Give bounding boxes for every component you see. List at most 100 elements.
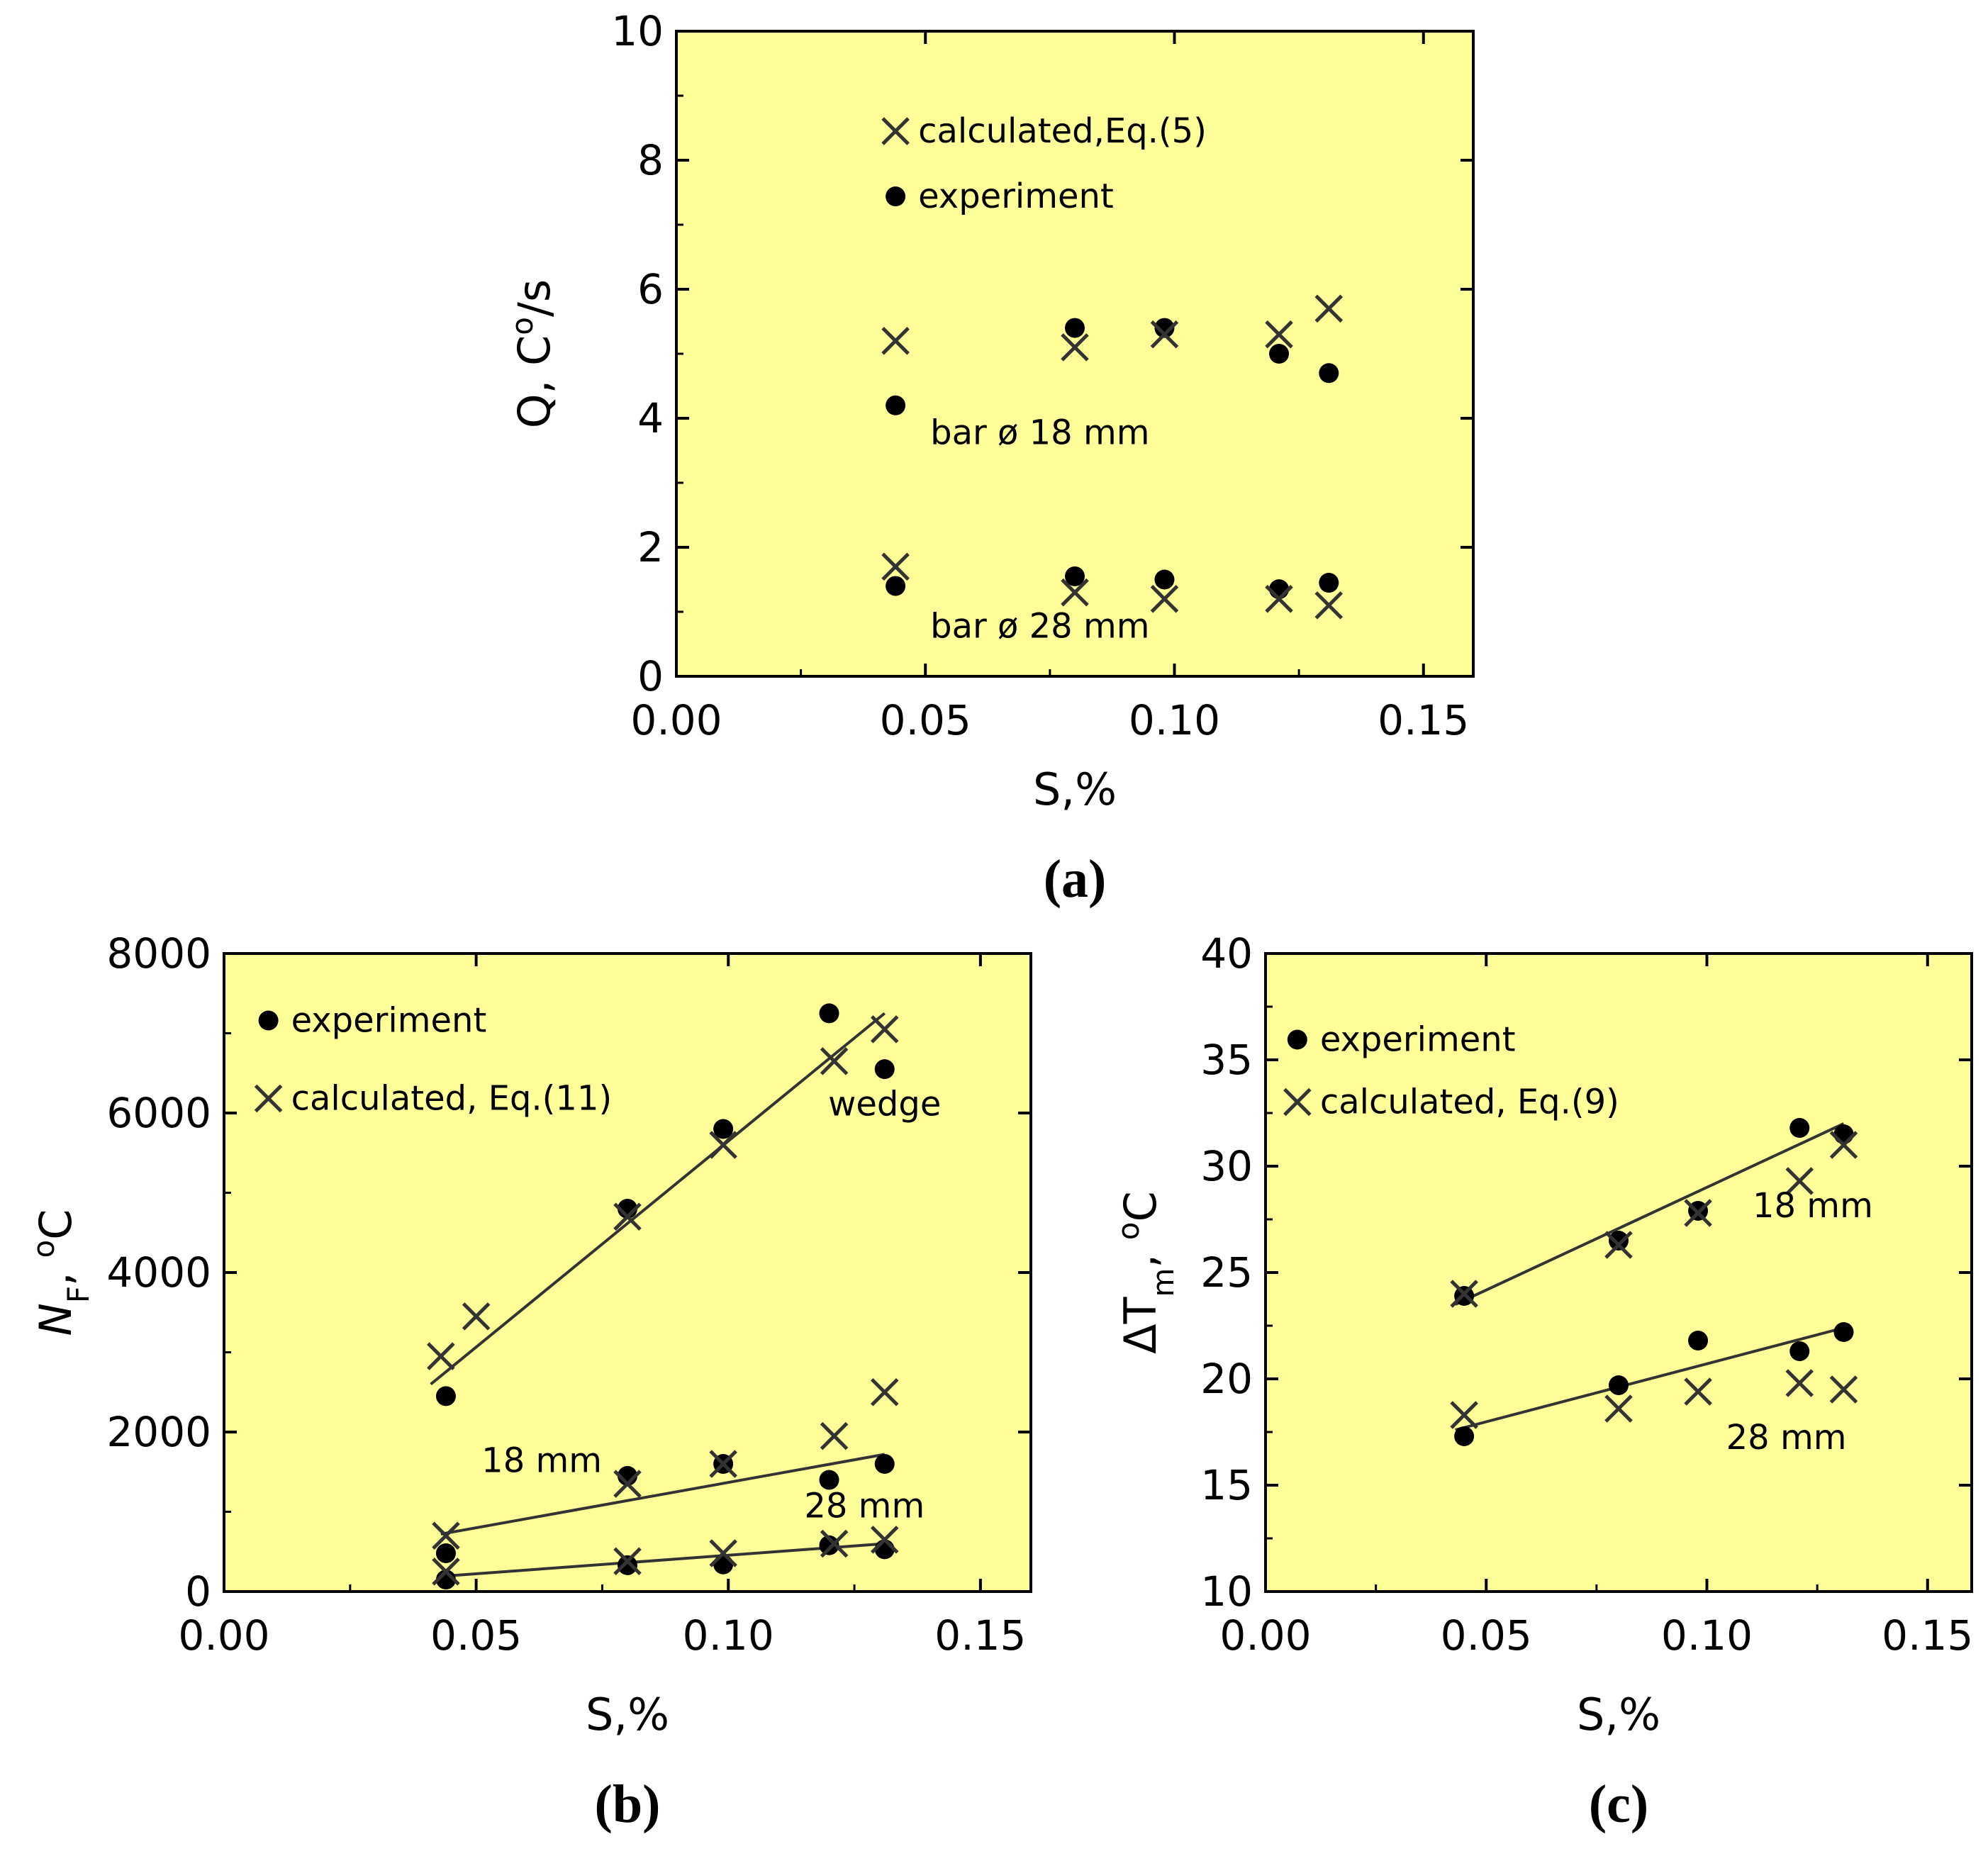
panel-c-series1-point-2-stroke-2 <box>1684 1199 1712 1227</box>
panel-a-series1-point-1 <box>1061 333 1089 362</box>
panel-b-series1-point-5 <box>870 1015 899 1044</box>
panel-b-series5-point-2-stroke-2 <box>709 1539 737 1567</box>
panel-b-series3-point-3 <box>820 1421 849 1450</box>
panel-a-legend-marker-0-stroke-2 <box>881 117 910 145</box>
panel-c-series0-point-1 <box>1609 1231 1629 1251</box>
panel-b-x-tick-label: 0.05 <box>430 1611 522 1660</box>
panel-a-series1-point-0 <box>881 327 910 355</box>
panel-b-series0-point-0 <box>435 1386 456 1407</box>
panel-a-series3-point-0 <box>881 552 910 581</box>
panel-b-series0-point-3 <box>819 1003 839 1024</box>
panel-c-annotation-1: 28 mm <box>1726 1418 1847 1458</box>
panel-a-series2-point-1 <box>1065 566 1085 586</box>
panel-a-series1-point-1-stroke-2 <box>1061 333 1089 362</box>
panel-a-y-tick-label: 8 <box>637 136 664 184</box>
panel-b-series5-point-4-stroke-2 <box>870 1526 899 1554</box>
panel-b-legend-label-1: calculated, Eq.(11) <box>291 1079 613 1119</box>
panel-a-series1-point-3-stroke-2 <box>1265 320 1293 349</box>
panel-b-series4-point-2 <box>713 1554 734 1575</box>
panel-c-y-tick-label: 25 <box>1200 1248 1253 1297</box>
panel-c-x-tick-label: 0.05 <box>1441 1611 1532 1660</box>
panel-c-x-tick-label: 0.15 <box>1882 1611 1973 1660</box>
panel-b-series5-point-1 <box>613 1547 642 1576</box>
panel-a-series0-point-3 <box>1269 344 1290 364</box>
panel-a-series3-point-3-stroke-2 <box>1265 585 1293 613</box>
panel-a-series1-point-0-stroke-2 <box>881 327 910 355</box>
panel-a-series2-point-0 <box>886 576 906 596</box>
panel-a-y-tick-label: 0 <box>637 652 664 700</box>
panel-b-series5-point-2 <box>709 1539 737 1567</box>
panel-c-series3-point-1 <box>1604 1394 1633 1423</box>
panel-c-series0-point-4 <box>1833 1124 1854 1144</box>
panel-a-series3-point-4-stroke-2 <box>1314 591 1344 620</box>
panel-b-series0-point-2 <box>713 1119 734 1139</box>
panel-a-legend-label-0: calculated,Eq.(5) <box>918 111 1207 151</box>
panel-c-series3-point-3-stroke-2 <box>1785 1369 1814 1397</box>
panel-b-annotation-1: 18 mm <box>481 1441 602 1480</box>
panel-a-legend-marker-1 <box>886 186 906 207</box>
panel-b-fit-line-0 <box>430 1012 886 1386</box>
panel-b-series5-point-0 <box>432 1558 460 1586</box>
panel-b-series0-point-4 <box>874 1059 895 1080</box>
panel-b-y-tick-label: 8000 <box>106 929 211 978</box>
panel-c-annotation-0: 18 mm <box>1753 1186 1873 1226</box>
panel-a-x-tick-label: 0.10 <box>1129 696 1220 744</box>
panel-b-y-tick-label: 4000 <box>106 1248 211 1297</box>
panel-b-series5-point-1-stroke-2 <box>613 1547 642 1576</box>
panel-b-series4-point-4 <box>874 1539 895 1560</box>
panel-c-y-tick-label: 15 <box>1200 1461 1253 1509</box>
panel-c-y-tick-label: 10 <box>1200 1567 1253 1616</box>
panel-c-series3-point-1-stroke-2 <box>1604 1394 1633 1423</box>
panel-b-legend-label-0: experiment <box>291 1001 487 1041</box>
panel-c-series1-point-4-stroke-2 <box>1829 1131 1858 1159</box>
panel-c-series3-point-2-stroke-2 <box>1684 1377 1712 1406</box>
panel-a-series3-point-1-stroke-2 <box>1061 578 1089 607</box>
panel-b-y-axis-label: NF, oC <box>26 1209 96 1336</box>
panel-b-series3-point-4 <box>870 1377 899 1407</box>
panel-b-x-tick-label: 0.00 <box>178 1611 269 1660</box>
panel-a-series0-point-0 <box>886 395 906 415</box>
panel-c-series2-point-1 <box>1609 1375 1629 1395</box>
panel-b-series1-point-0-stroke-2 <box>427 1342 455 1370</box>
panel-c-legend-marker-1-stroke-2 <box>1283 1087 1312 1117</box>
panel-b-x-axis-label: S,% <box>586 1689 669 1740</box>
panel-b-series1-point-4 <box>820 1047 849 1075</box>
panel-c-series1-point-0 <box>1450 1280 1478 1308</box>
panel-b-series1-point-2 <box>613 1202 642 1231</box>
panel-b-series2-point-4 <box>874 1454 895 1474</box>
panel-a-y-tick-label: 2 <box>637 523 664 571</box>
panel-c-fit-line-1 <box>1455 1326 1844 1431</box>
panel-b-series1-point-3-stroke-2 <box>709 1131 737 1159</box>
panel-a-x-tick-label: 0.15 <box>1378 696 1469 744</box>
panel-b-chart: 0.00 0.05 0.10 0.15 0 2000 4000 6000 8000 experim… <box>26 929 1032 1834</box>
panel-b-series3-point-1 <box>613 1470 642 1498</box>
panel-c-series3-point-4-stroke-2 <box>1829 1375 1858 1404</box>
panel-c-series1-point-0-stroke-2 <box>1450 1280 1478 1308</box>
panel-c-series1-point-1 <box>1604 1231 1633 1259</box>
panel-a-legend-marker-0 <box>881 117 910 145</box>
panel-a-y-tick-label: 4 <box>637 394 664 442</box>
panel-a-series0-point-2 <box>1154 318 1175 338</box>
panel-b-series4-point-1 <box>618 1555 637 1575</box>
panel-b-series1-point-5-stroke-2 <box>870 1015 899 1044</box>
panel-c-y-tick-label: 30 <box>1200 1142 1253 1190</box>
panel-a-legend-label-1: experiment <box>918 177 1114 216</box>
panel-b-series3-point-2 <box>709 1450 737 1478</box>
panel-c-chart: 0.00 0.05 0.10 0.15 10 15 20 25 30 35 40 experiment… <box>1111 929 1974 1834</box>
panel-b-fit-line-2 <box>440 1542 885 1578</box>
panel-a-series0-point-1 <box>1065 318 1085 338</box>
panel-b-legend-marker-1 <box>254 1084 283 1113</box>
panel-c-series2-point-4 <box>1833 1322 1854 1342</box>
panel-b-series3-point-3-stroke-2 <box>820 1421 849 1450</box>
panel-c-x-axis-label: S,% <box>1577 1689 1660 1740</box>
panel-c-legend-label-1: calculated, Eq.(9) <box>1320 1083 1619 1122</box>
panel-c-series3-point-2 <box>1684 1377 1712 1406</box>
panel-c-series2-point-0 <box>1454 1426 1475 1446</box>
panel-a-y-axis-label: Q, Co/s <box>505 279 561 428</box>
panel-a-series3-point-3 <box>1265 585 1293 613</box>
panel-a-series1-point-4-stroke-2 <box>1314 294 1344 323</box>
panel-c-y-tick-label: 35 <box>1200 1036 1253 1084</box>
panel-c-x-tick-label: 0.00 <box>1219 1611 1311 1660</box>
panel-b-series4-point-3 <box>819 1535 839 1555</box>
panel-a-annotation-0: bar ø 18 mm <box>930 413 1149 452</box>
